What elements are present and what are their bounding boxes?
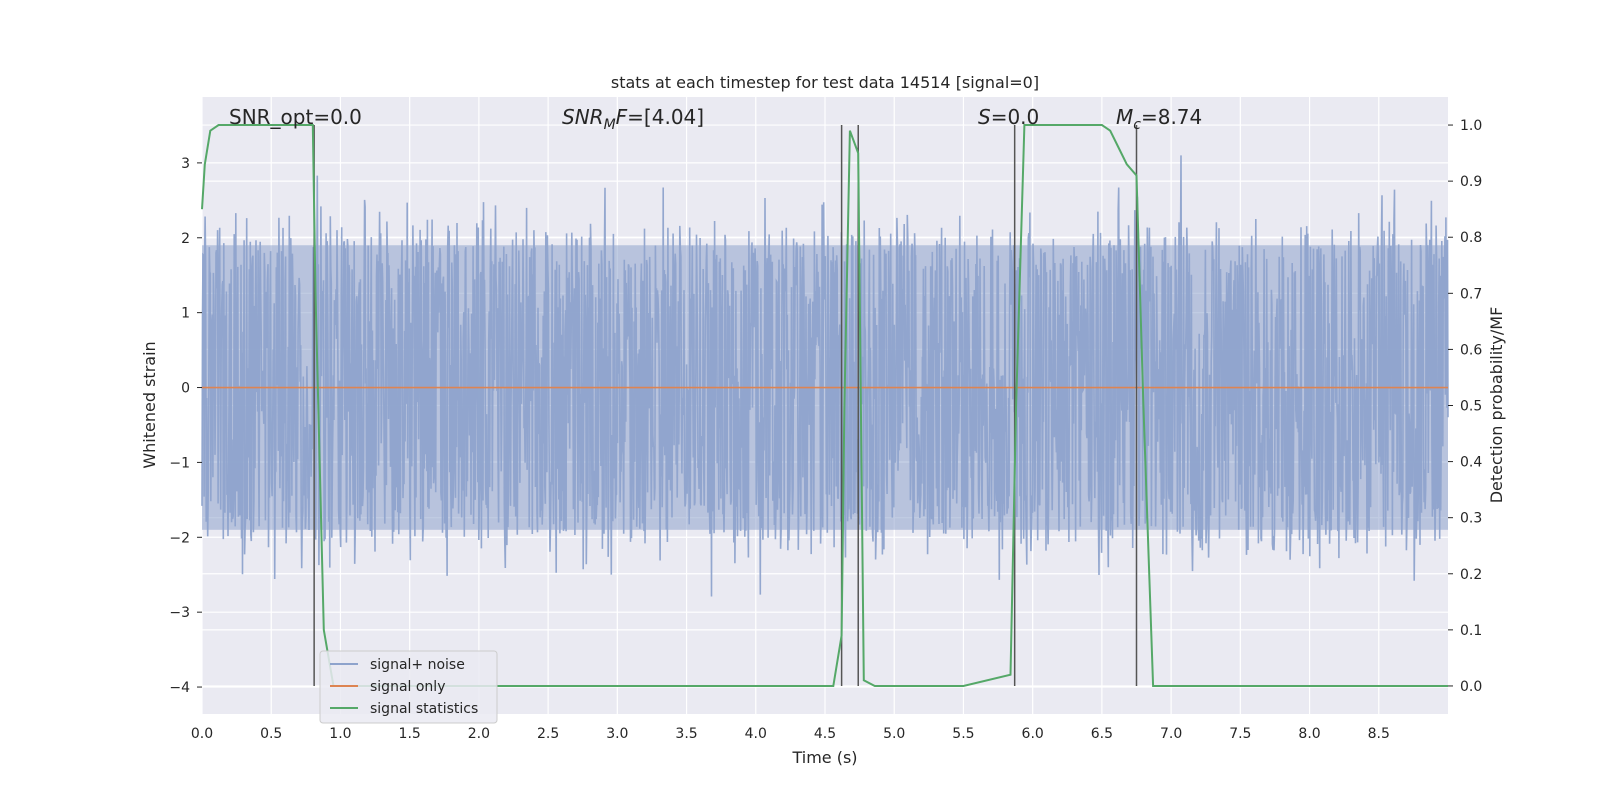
y-right-tick-label: 0.5 bbox=[1460, 399, 1482, 415]
y-right-tick-label: 0.8 bbox=[1460, 230, 1482, 246]
y-tick-label: −3 bbox=[169, 605, 190, 621]
y-right-tick-label: 0.1 bbox=[1460, 623, 1482, 639]
annotation-snr-opt: SNR_opt=0.0 bbox=[229, 105, 362, 129]
legend-label-signal-noise: signal+ noise bbox=[370, 657, 465, 673]
legend-box bbox=[319, 650, 498, 724]
legend-label-signal-only: signal only bbox=[370, 679, 445, 695]
annotation-snr-mf: SNRMF=[4.04] bbox=[562, 105, 704, 133]
y-axis-label-right: Detection probability/MF bbox=[1487, 307, 1506, 504]
annotation-mc: Mc=8.74 bbox=[1116, 105, 1202, 133]
y-right-tick-label: 0.3 bbox=[1460, 511, 1482, 527]
y-tick-label: 2 bbox=[181, 231, 190, 247]
x-tick-label: 4.5 bbox=[814, 726, 836, 742]
y-right-tick-label: 0.7 bbox=[1460, 286, 1482, 302]
x-tick-label: 6.5 bbox=[1091, 726, 1113, 742]
x-tick-label: 0.0 bbox=[191, 726, 213, 742]
y-tick-label: 1 bbox=[181, 306, 190, 322]
annotation-s: S=0.0 bbox=[978, 105, 1039, 129]
x-tick-label: 5.5 bbox=[952, 726, 974, 742]
x-tick-label: 3.0 bbox=[606, 726, 628, 742]
y-right-tick-label: 1.0 bbox=[1460, 118, 1482, 134]
x-tick-label: 6.0 bbox=[1022, 726, 1044, 742]
y-right-tick-label: 0.6 bbox=[1460, 342, 1482, 358]
x-tick-label: 2.0 bbox=[468, 726, 490, 742]
x-tick-label: 2.5 bbox=[537, 726, 559, 742]
chart-title: stats at each timestep for test data 145… bbox=[611, 73, 1039, 92]
y-tick-label: 3 bbox=[181, 156, 190, 172]
x-tick-label: 4.0 bbox=[745, 726, 767, 742]
x-tick-label: 3.5 bbox=[675, 726, 697, 742]
y-tick-label: −4 bbox=[169, 680, 190, 696]
y-right-tick-label: 0.0 bbox=[1460, 679, 1482, 695]
signal-statistics-series bbox=[201, 124, 1448, 687]
y-tick-label: −2 bbox=[169, 530, 190, 546]
x-axis-label: Time (s) bbox=[791, 748, 857, 767]
signal-statistics-line bbox=[201, 124, 1448, 687]
legend-label-signal-statistics: signal statistics bbox=[370, 701, 478, 717]
y-right-tick-label: 0.4 bbox=[1460, 455, 1482, 471]
x-tick-label: 7.0 bbox=[1160, 726, 1182, 742]
tick-labels: 0.0 0.5 1.0 1.5 2.0 2.5 3.0 3.5 4.0 4.5 5.0 5.5 6.0 6… bbox=[169, 118, 1482, 742]
x-tick-label: 1.5 bbox=[399, 726, 421, 742]
x-tick-label: 8.5 bbox=[1368, 726, 1390, 742]
legend: signal+ noise signal only signal statist… bbox=[319, 650, 498, 724]
x-tick-label: 0.5 bbox=[260, 726, 282, 742]
annotations: SNR_opt=0.0 SNRMF=[4.04] S=0.0 Mc=8.74 bbox=[229, 105, 1202, 133]
x-tick-label: 5.0 bbox=[883, 726, 905, 742]
y-tick-label: −1 bbox=[169, 455, 190, 471]
y-axis-label: Whitened strain bbox=[140, 341, 159, 468]
y-right-tick-label: 0.9 bbox=[1460, 174, 1482, 190]
x-tick-label: 7.5 bbox=[1229, 726, 1251, 742]
y-right-tick-label: 0.2 bbox=[1460, 567, 1482, 583]
x-tick-label: 8.0 bbox=[1298, 726, 1320, 742]
y-tick-label: 0 bbox=[181, 381, 190, 397]
x-tick-label: 1.0 bbox=[329, 726, 351, 742]
noise-line bbox=[201, 155, 1449, 597]
